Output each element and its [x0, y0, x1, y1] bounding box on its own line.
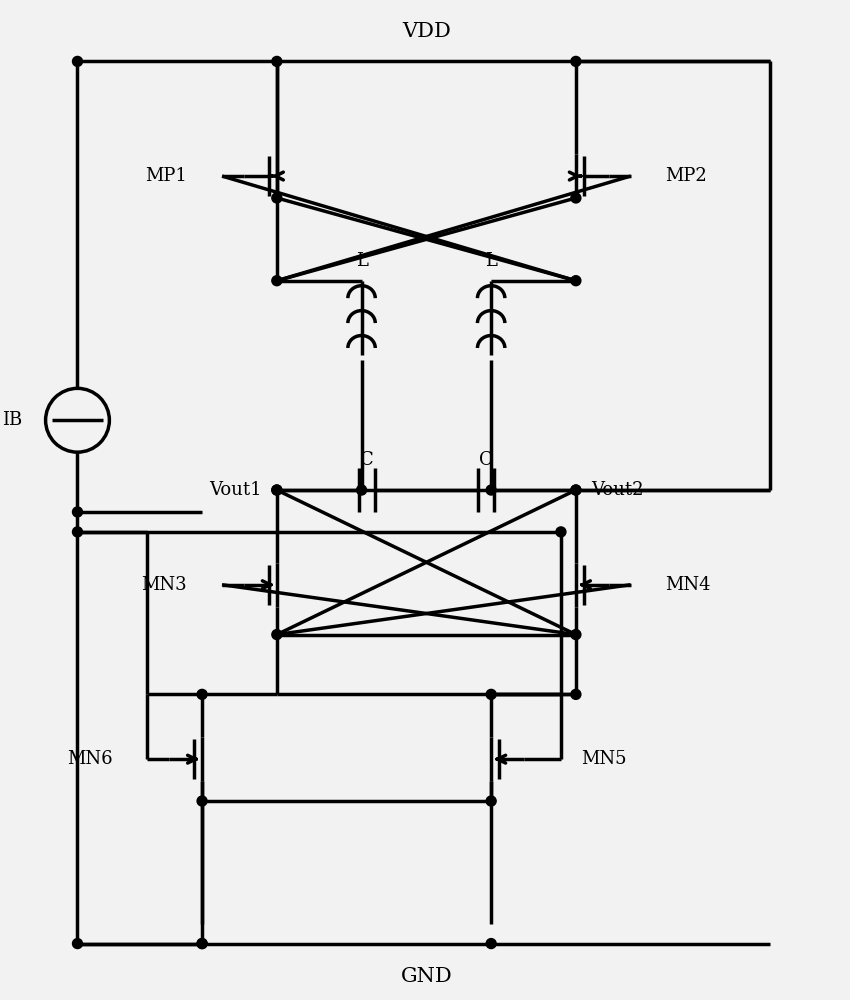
Text: MP1: MP1 [145, 167, 187, 185]
Text: MN6: MN6 [67, 750, 112, 768]
Circle shape [571, 56, 581, 66]
Circle shape [197, 939, 207, 949]
Circle shape [197, 689, 207, 699]
Circle shape [197, 939, 207, 949]
Text: VDD: VDD [402, 22, 450, 41]
Circle shape [72, 527, 82, 537]
Text: MN4: MN4 [666, 576, 711, 594]
Circle shape [486, 485, 496, 495]
Circle shape [272, 485, 282, 495]
Circle shape [486, 689, 496, 699]
Text: Vout2: Vout2 [591, 481, 643, 499]
Circle shape [486, 796, 496, 806]
Circle shape [72, 56, 82, 66]
Text: MP2: MP2 [666, 167, 707, 185]
Circle shape [556, 527, 566, 537]
Circle shape [571, 630, 581, 640]
Circle shape [571, 689, 581, 699]
Text: GND: GND [400, 967, 452, 986]
Text: C: C [479, 451, 493, 469]
Text: L: L [355, 252, 367, 270]
Circle shape [272, 630, 282, 640]
Circle shape [272, 56, 282, 66]
Circle shape [571, 276, 581, 286]
Circle shape [72, 507, 82, 517]
Circle shape [72, 939, 82, 949]
Circle shape [571, 485, 581, 495]
Text: Vout1: Vout1 [209, 481, 262, 499]
Circle shape [571, 485, 581, 495]
Text: MN3: MN3 [141, 576, 187, 594]
Circle shape [197, 796, 207, 806]
Circle shape [272, 193, 282, 203]
Text: C: C [360, 451, 373, 469]
Circle shape [486, 939, 496, 949]
Text: L: L [485, 252, 497, 270]
Text: IB: IB [3, 411, 23, 429]
Text: MN5: MN5 [581, 750, 626, 768]
Circle shape [571, 193, 581, 203]
Circle shape [272, 485, 282, 495]
Circle shape [272, 276, 282, 286]
Circle shape [357, 485, 366, 495]
